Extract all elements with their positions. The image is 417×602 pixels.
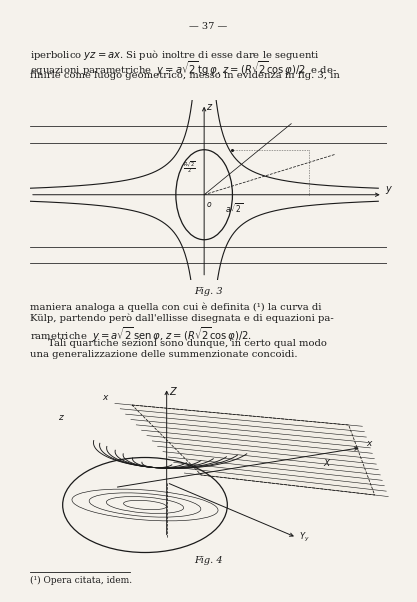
Text: $Z$: $Z$ bbox=[169, 385, 178, 397]
Text: $x$: $x$ bbox=[366, 439, 374, 448]
Text: rametriche  $y = a\sqrt{2}\,\mathrm{sen}\,\varphi$, $z=(R\sqrt{2}\cos\varphi)/2$: rametriche $y = a\sqrt{2}\,\mathrm{sen}\… bbox=[30, 325, 252, 344]
Text: $o$: $o$ bbox=[206, 200, 213, 209]
Text: $z$: $z$ bbox=[206, 102, 214, 113]
Text: $X$: $X$ bbox=[323, 458, 332, 468]
Text: Tali quartiche sezioni sono dunque, in certo qual modo: Tali quartiche sezioni sono dunque, in c… bbox=[48, 339, 327, 348]
Text: una generalizzazione delle summenzionate concoidi.: una generalizzazione delle summenzionate… bbox=[30, 350, 297, 359]
Text: (¹) Opera citata, idem.: (¹) Opera citata, idem. bbox=[30, 576, 132, 585]
Text: equazioni parametriche  $y=a\sqrt{2}\,\mathrm{tg}\,\varphi$, $z=(R\sqrt{2}\cos\v: equazioni parametriche $y=a\sqrt{2}\,\ma… bbox=[30, 60, 337, 78]
Polygon shape bbox=[132, 405, 374, 495]
Text: $y$: $y$ bbox=[385, 184, 393, 196]
Text: $a\sqrt{2}$: $a\sqrt{2}$ bbox=[225, 201, 243, 215]
Text: $\frac{R\sqrt{2}}{2}$: $\frac{R\sqrt{2}}{2}$ bbox=[183, 160, 196, 175]
Text: — 37 —: — 37 — bbox=[189, 22, 227, 31]
Text: Fig. 3: Fig. 3 bbox=[193, 287, 222, 296]
Text: Külp, partendo però dall'ellisse disegnata e di equazioni pa-: Külp, partendo però dall'ellisse disegna… bbox=[30, 314, 334, 323]
Text: $x$: $x$ bbox=[102, 393, 109, 402]
Text: Fig. 4: Fig. 4 bbox=[193, 556, 222, 565]
Text: finirle come luogo geometrico, messo in evidenza in fig. 3, in: finirle come luogo geometrico, messo in … bbox=[30, 71, 340, 80]
Text: $z$: $z$ bbox=[58, 413, 65, 422]
Text: maniera analoga a quella con cui è definita (¹) la curva di: maniera analoga a quella con cui è defin… bbox=[30, 302, 322, 311]
Text: $Y_y$: $Y_y$ bbox=[299, 532, 309, 544]
Text: iperbolico $yz = ax$. Si può inoltre di esse dare le seguenti: iperbolico $yz = ax$. Si può inoltre di … bbox=[30, 48, 319, 62]
